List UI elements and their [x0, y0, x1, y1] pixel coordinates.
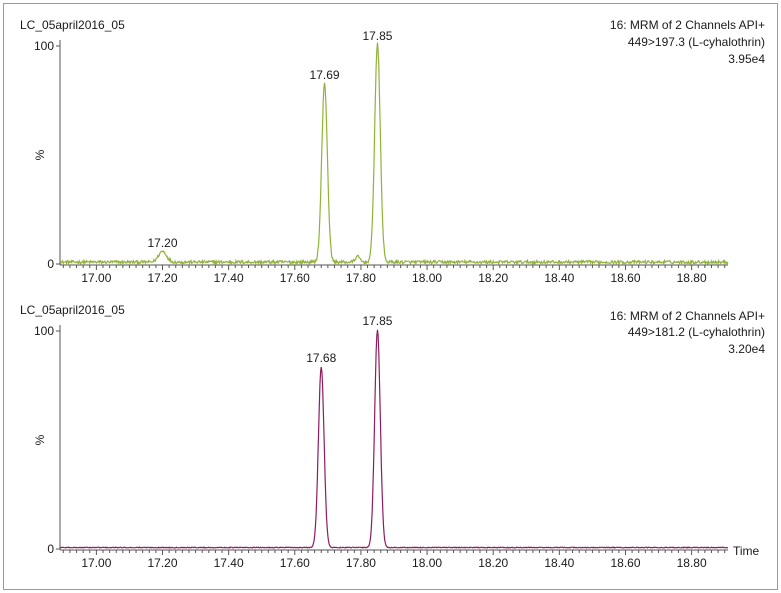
panel-2-x-tick-label: 18.20 — [478, 556, 508, 570]
panel-1-intensity: 3.95e4 — [728, 52, 765, 66]
chromatogram-frame — [3, 3, 778, 590]
panel-1-x-tick-label: 18.20 — [478, 271, 508, 285]
panel-1-sample-name: LC_05april2016_05 — [20, 18, 125, 32]
panel-2-x-tick-label: 17.40 — [214, 556, 244, 570]
panel-1-x-tick-label: 18.60 — [610, 271, 640, 285]
panel-1-x-tick-label: 17.60 — [280, 271, 310, 285]
panel-1-y-tick-label: 100 — [34, 39, 54, 53]
panel-2: LC_05april2016_05 16: MRM of 2 Channels … — [20, 303, 765, 570]
panel-2-y-tick-label: 100 — [34, 324, 54, 338]
panel-2-peak-label: 17.85 — [362, 314, 392, 328]
panel-1-x-tick-label: 17.00 — [81, 271, 111, 285]
panel-1-peak-label: 17.20 — [147, 236, 177, 250]
panel-1-x-tick-label: 18.80 — [677, 271, 707, 285]
panel-2-y-axis-label: % — [33, 434, 47, 445]
panel-1-x-tick-label: 18.00 — [412, 271, 442, 285]
panel-2-peak-label: 17.68 — [306, 351, 336, 365]
panel-2-y-tick-label: 0 — [47, 542, 54, 556]
panel-1-y-axis-label: % — [33, 149, 47, 160]
panel-1-series-line — [59, 42, 729, 266]
panel-2-channel-title: 16: MRM of 2 Channels API+ — [610, 309, 765, 323]
panel-1: LC_05april2016_05 16: MRM of 2 Channels … — [20, 18, 765, 285]
panel-2-intensity: 3.20e4 — [728, 342, 765, 356]
panel-2-x-tick-label: 17.20 — [147, 556, 177, 570]
panel-1-x-tick-label: 17.80 — [346, 271, 376, 285]
panel-2-x-tick-label: 18.00 — [412, 556, 442, 570]
panel-1-x-tick-label: 17.40 — [214, 271, 244, 285]
panel-2-x-tick-label: 17.60 — [280, 556, 310, 570]
panel-2-x-tick-label: 18.40 — [544, 556, 574, 570]
panel-1-x-tick-label: 17.20 — [147, 271, 177, 285]
panel-2-x-axis-label: Time — [733, 544, 760, 558]
panel-2-series-line — [59, 329, 728, 549]
panel-1-peak-label: 17.85 — [362, 29, 392, 43]
panel-2-x-tick-label: 18.80 — [677, 556, 707, 570]
panel-1-peak-label: 17.69 — [310, 68, 340, 82]
panel-1-transition: 449>197.3 (L-cyhalothrin) — [628, 35, 765, 49]
panel-1-channel-title: 16: MRM of 2 Channels API+ — [610, 18, 765, 32]
panel-2-sample-name: LC_05april2016_05 — [20, 303, 125, 317]
panel-1-y-tick-label: 0 — [47, 257, 54, 271]
panel-2-x-tick-label: 17.80 — [346, 556, 376, 570]
panel-1-x-tick-label: 18.40 — [544, 271, 574, 285]
panel-2-transition: 449>181.2 (L-cyhalothrin) — [628, 325, 765, 339]
panel-2-x-tick-label: 17.00 — [81, 556, 111, 570]
panel-2-x-tick-label: 18.60 — [610, 556, 640, 570]
